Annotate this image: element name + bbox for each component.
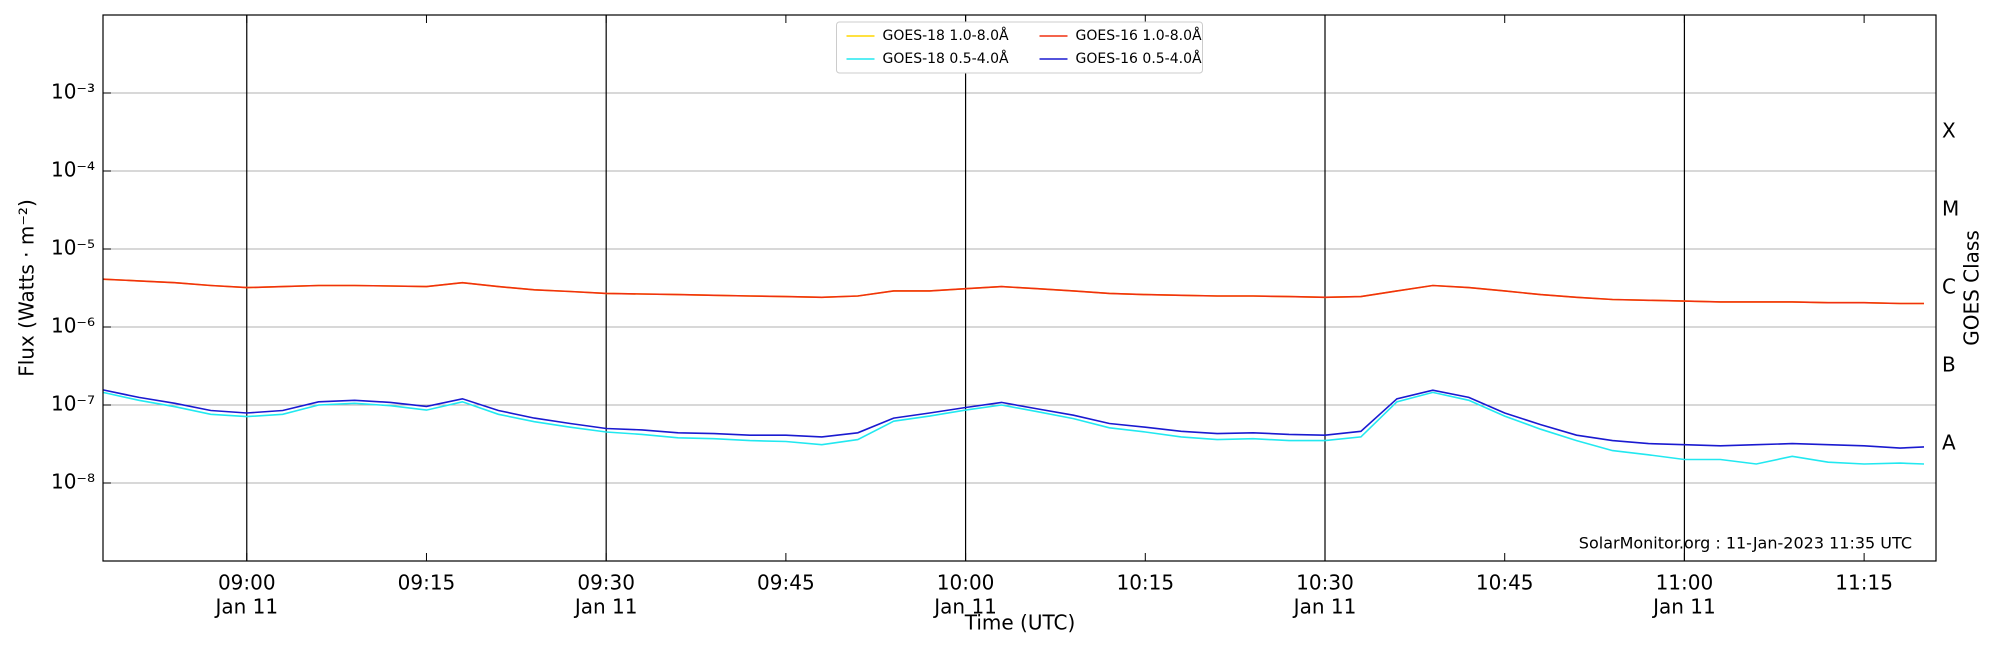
y2-tick-label: X	[1942, 119, 1956, 143]
x-tick-label: Jan 11	[573, 595, 638, 619]
x-tick-label: Jan 11	[1651, 595, 1716, 619]
legend-box	[836, 21, 1203, 74]
x-tick-label: 09:45	[757, 571, 815, 595]
y-tick-label: 10⁻⁶	[51, 314, 95, 338]
y2-tick-label: M	[1942, 197, 1959, 221]
legend-label: GOES-16 0.5-4.0Å	[1076, 50, 1202, 67]
x-tick-label: 10:45	[1476, 571, 1534, 595]
x-tick-label: 10:15	[1116, 571, 1174, 595]
annotation: SolarMonitor.org : 11-Jan-2023 11:35 UTC	[1579, 534, 1912, 553]
plot-frame	[102, 14, 1937, 562]
y-axis-label: Flux (Watts · m⁻²)	[15, 199, 39, 377]
series-line	[102, 389, 1925, 449]
x-tick-label: Jan 11	[932, 595, 997, 619]
x-tick-label: 11:15	[1835, 571, 1893, 595]
series-line	[102, 278, 1924, 305]
y-tick-label: 10⁻⁴	[51, 158, 95, 182]
x-tick-label: 10:30	[1296, 571, 1354, 595]
x-tick-label: 10:00	[937, 571, 995, 595]
series-line	[102, 391, 1925, 465]
x-tick-label: Jan 11	[1292, 595, 1357, 619]
x-tick-label: 09:00	[218, 571, 276, 595]
x-tick-label: 11:00	[1656, 571, 1714, 595]
x-tick-label: 09:30	[577, 571, 635, 595]
legend-label: GOES-16 1.0-8.0Å	[1076, 27, 1202, 44]
y-tick-label: 10⁻³	[51, 80, 95, 104]
y-tick-label: 10⁻⁵	[51, 236, 95, 260]
x-tick-label: Jan 11	[213, 595, 278, 619]
y-tick-label: 10⁻⁷	[51, 392, 95, 416]
x-tick-label: 09:15	[398, 571, 456, 595]
legend-label: GOES-18 0.5-4.0Å	[883, 50, 1009, 67]
y2-axis-label: GOES Class	[1960, 230, 1984, 346]
y-tick-label: 10⁻⁸	[51, 470, 95, 494]
x-axis-label: Time (UTC)	[964, 611, 1076, 635]
y2-tick-label: A	[1942, 431, 1956, 455]
y2-tick-label: B	[1942, 353, 1956, 377]
y2-tick-label: C	[1942, 275, 1956, 299]
legend-label: GOES-18 1.0-8.0Å	[883, 27, 1009, 44]
